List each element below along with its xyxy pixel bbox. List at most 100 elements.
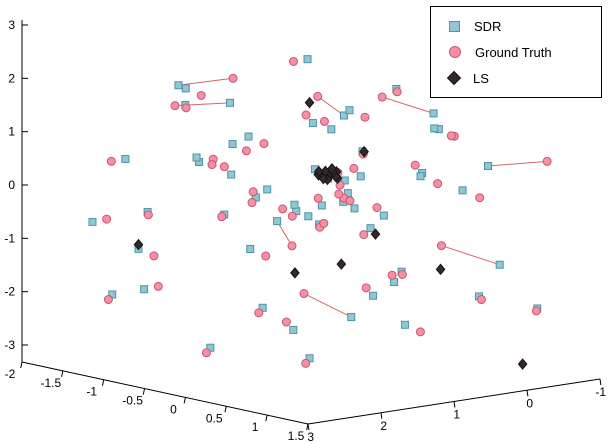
scatter-point-ls	[290, 267, 300, 279]
series-ls	[133, 96, 528, 370]
scatter-point-ls	[359, 145, 369, 158]
scatter-point-sdr	[263, 185, 272, 194]
scatter-point-sdr	[416, 172, 425, 181]
legend-item-ls: LS	[431, 65, 601, 91]
x-tick-label: 1.5	[288, 429, 305, 443]
scatter-point-ground-truth	[143, 210, 153, 220]
scatter-point-sdr	[430, 124, 439, 133]
scatter-point-sdr	[88, 217, 97, 226]
scatter-point-ground-truth	[359, 230, 369, 240]
scatter-point-ground-truth	[476, 295, 486, 305]
scatter-point-sdr	[340, 176, 349, 185]
scatter-point-ls	[517, 358, 528, 370]
scatter-point-sdr	[273, 217, 282, 226]
scatter-point-ground-truth	[287, 241, 297, 251]
scatter-point-sdr	[303, 55, 312, 64]
scatter-point-ground-truth	[301, 358, 311, 368]
scatter-point-ground-truth	[289, 56, 299, 66]
scatter-point-ground-truth	[278, 204, 288, 214]
error-link-line	[382, 96, 434, 114]
scatter-point-ls	[313, 165, 324, 178]
error-link-line	[303, 293, 352, 318]
scatter-point-sdr	[458, 186, 467, 195]
scatter-point-ground-truth	[103, 295, 113, 305]
scatter-point-ground-truth	[106, 156, 116, 166]
x-tick-label: 1	[252, 420, 259, 434]
x-tick-label: 0	[170, 402, 177, 416]
scatter-point-sdr	[327, 125, 336, 134]
scatter-point-ground-truth	[170, 101, 180, 111]
scatter-point-ground-truth	[387, 270, 397, 280]
scatter-point-sdr	[121, 154, 130, 163]
scatter-point-sdr	[192, 153, 201, 162]
legend: SDR Ground Truth LS	[430, 6, 602, 98]
scatter-point-ground-truth	[196, 90, 206, 100]
scatter-point-ls	[133, 238, 144, 251]
y-tick-label: 0	[526, 396, 533, 410]
sdr-square-marker-icon	[449, 20, 460, 32]
legend-item-sdr: SDR	[431, 13, 601, 39]
scatter-point-ground-truth	[259, 139, 269, 149]
scatter-point-ground-truth	[334, 189, 344, 199]
scatter-point-sdr	[308, 118, 317, 127]
scatter-point-ground-truth	[181, 103, 191, 113]
scatter-point-ground-truth	[433, 179, 443, 189]
scatter-point-ground-truth	[102, 214, 112, 224]
scatter-point-ground-truth	[248, 187, 258, 197]
scatter-point-sdr	[304, 212, 313, 221]
scatter-point-ground-truth	[392, 87, 402, 97]
x-tick-label: -0.5	[122, 394, 143, 408]
scatter-point-ground-truth	[397, 270, 407, 279]
scatter-point-ground-truth	[287, 211, 297, 221]
scatter-point-ground-truth	[531, 306, 541, 316]
x-tick-label: -1	[86, 385, 97, 399]
scatter-point-sdr	[290, 200, 299, 209]
ground-truth-circle-marker-icon	[449, 46, 461, 58]
scatter-point-ls	[336, 258, 347, 270]
z-tick-label: -1	[4, 231, 15, 245]
series-ground-truth	[102, 56, 552, 368]
scatter-point-sdr	[317, 201, 326, 210]
scatter-point-ground-truth	[228, 73, 238, 83]
z-tick-label: 2	[8, 71, 15, 85]
scatter-point-ground-truth	[201, 348, 211, 358]
scatter-point-ls	[435, 263, 446, 276]
x-tick-label: -1.5	[41, 376, 62, 390]
scatter-point-ground-truth	[241, 146, 251, 156]
x-tick-label: 0.5	[206, 411, 223, 425]
error-link-line	[441, 245, 500, 266]
scatter-point-ground-truth	[261, 251, 271, 261]
scatter-point-ground-truth	[299, 289, 309, 299]
scatter-point-ls	[318, 172, 329, 185]
scatter-point-sdr	[246, 244, 255, 253]
scatter-point-ground-truth	[542, 156, 552, 166]
legend-label-ground-truth: Ground Truth	[475, 44, 552, 60]
scatter-point-ground-truth	[149, 251, 159, 261]
legend-label-sdr: SDR	[474, 18, 502, 34]
scatter-point-ground-truth	[436, 241, 446, 251]
scatter-point-ground-truth	[313, 91, 323, 101]
ls-diamond-marker-icon	[446, 70, 462, 86]
scatter-point-ground-truth	[207, 160, 217, 170]
scatter-point-sdr	[366, 224, 375, 233]
error-links	[174, 77, 548, 318]
scatter-point-ground-truth	[415, 327, 425, 337]
z-tick-label: -2	[4, 285, 15, 299]
scatter-point-ground-truth	[219, 162, 229, 172]
scatter-point-sdr	[225, 98, 234, 107]
scatter-point-ground-truth	[153, 281, 163, 291]
error-link-line	[276, 220, 293, 247]
series-sdr	[88, 55, 542, 363]
scatter-point-sdr	[181, 84, 190, 93]
scatter-point-sdr	[345, 106, 354, 115]
scatter-point-ground-truth	[372, 203, 382, 213]
scatter-point-ground-truth	[377, 92, 387, 102]
scatter-point-sdr	[244, 132, 253, 141]
z-tick-label: 0	[8, 178, 15, 192]
scatter-point-ground-truth	[361, 283, 371, 293]
y-tick-label: -1	[595, 385, 606, 399]
scatter-point-ls	[370, 228, 381, 240]
scatter-point-ground-truth	[349, 163, 359, 173]
